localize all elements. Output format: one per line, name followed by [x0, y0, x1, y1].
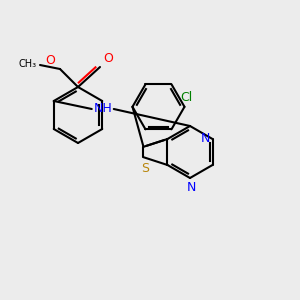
Text: Cl: Cl — [180, 91, 193, 104]
Text: N: N — [201, 131, 211, 145]
Text: O: O — [45, 54, 55, 67]
Text: N: N — [186, 181, 196, 194]
Text: NH: NH — [94, 101, 112, 115]
Text: S: S — [142, 162, 149, 175]
Text: CH₃: CH₃ — [19, 59, 37, 69]
Text: O: O — [103, 52, 113, 65]
